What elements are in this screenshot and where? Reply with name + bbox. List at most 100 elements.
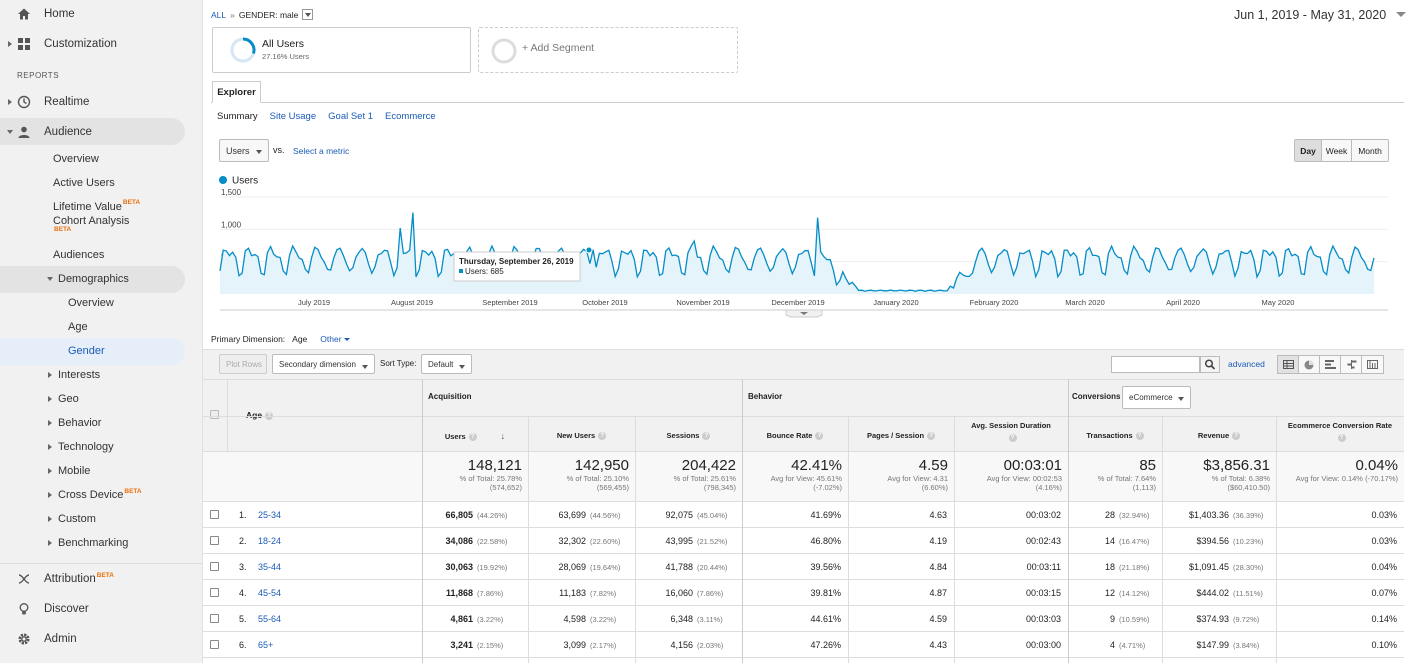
pages-per-session-cell: 4.84: [848, 562, 947, 572]
row-divider: [203, 657, 1404, 658]
add-segment-button[interactable]: + Add Segment: [478, 27, 738, 73]
row-checkbox[interactable]: [210, 588, 219, 597]
row-age-link[interactable]: 55-64: [258, 614, 282, 624]
nav-mobile[interactable]: Mobile: [0, 459, 200, 483]
help-icon[interactable]: ?: [1337, 434, 1346, 442]
dimension-age[interactable]: Age: [292, 334, 308, 344]
cross-device-text: Cross Device: [58, 489, 124, 501]
subtab-site-usage[interactable]: Site Usage: [269, 111, 317, 122]
nav-demographics-overview[interactable]: Overview: [68, 291, 114, 315]
select-metric-link[interactable]: Select a metric: [293, 146, 350, 156]
revenue-column-header[interactable]: Revenue?: [1162, 430, 1276, 442]
advanced-filter-link[interactable]: advanced: [1228, 359, 1265, 369]
sort-type-select[interactable]: Default: [421, 354, 472, 374]
pivot-view-button[interactable]: [1362, 356, 1383, 373]
nav-home[interactable]: Home: [0, 2, 200, 26]
month-button[interactable]: Month: [1352, 140, 1388, 161]
row-age-link[interactable]: 25-34: [258, 510, 282, 520]
pie-view-button[interactable]: [1299, 356, 1320, 373]
total-comparison: % of Total: 25.61%: [673, 474, 736, 483]
ecommerce-conversion-rate-column-header[interactable]: Ecommerce Conversion Rate?: [1276, 420, 1404, 444]
select-all-checkbox[interactable]: [210, 410, 219, 419]
row-checkbox[interactable]: [210, 510, 219, 519]
nav-demographics[interactable]: Demographics: [0, 267, 200, 291]
row-age-link[interactable]: 65+: [258, 640, 274, 650]
table-view-button[interactable]: [1278, 356, 1299, 373]
row-checkbox[interactable]: [210, 640, 219, 649]
users-column-header[interactable]: Users? ↓: [422, 430, 528, 443]
cell-percentage: (10.23%): [1233, 537, 1264, 546]
nav-lifetime-value[interactable]: Lifetime Value BETA: [53, 195, 140, 219]
help-icon[interactable]: ?: [468, 433, 477, 441]
breadcrumb-dropdown[interactable]: [302, 9, 314, 20]
transactions-cell: 14 (16.47%): [1068, 536, 1155, 546]
dimension-other[interactable]: Other: [320, 334, 350, 344]
week-button[interactable]: Week: [1322, 140, 1352, 161]
transactions-column-header[interactable]: Transactions?: [1068, 430, 1162, 442]
help-icon[interactable]: ?: [1135, 432, 1144, 440]
new-users-column-header[interactable]: New Users?: [528, 430, 635, 442]
comparison-view-button[interactable]: [1341, 356, 1362, 373]
row-checkbox[interactable]: [210, 614, 219, 623]
nav-age[interactable]: Age: [68, 315, 88, 339]
nav-admin[interactable]: Admin: [0, 627, 200, 651]
performance-view-button[interactable]: [1320, 356, 1341, 373]
row-divider: [203, 379, 1404, 380]
nav-attribution[interactable]: AttributionBETA: [0, 567, 200, 591]
row-checkbox[interactable]: [210, 536, 219, 545]
tab-explorer[interactable]: Explorer: [212, 81, 261, 103]
bounce-rate-column-header[interactable]: Bounce Rate?: [742, 430, 848, 442]
metric-select[interactable]: Users: [219, 139, 269, 162]
sort-arrow-icon[interactable]: ↓: [500, 431, 506, 441]
x-tick-label: December 2019: [771, 298, 824, 307]
nav-behavior[interactable]: Behavior: [0, 411, 200, 435]
row-age-link[interactable]: 45-54: [258, 588, 282, 598]
nav-interests[interactable]: Interests: [0, 363, 200, 387]
nav-overview[interactable]: Overview: [53, 147, 99, 171]
help-icon[interactable]: ?: [702, 432, 711, 440]
nav-geo[interactable]: Geo: [0, 387, 200, 411]
column-divider: [848, 416, 849, 663]
date-range-picker[interactable]: Jun 1, 2019 - May 31, 2020: [1234, 8, 1406, 22]
plot-rows-button[interactable]: Plot Rows: [219, 354, 267, 374]
subtab-goal-set[interactable]: Goal Set 1: [328, 111, 374, 122]
table-search-input[interactable]: [1111, 356, 1200, 373]
nav-cross-device[interactable]: Cross DeviceBETA: [0, 483, 200, 507]
nav-customization[interactable]: Customization: [0, 32, 200, 56]
nav-realtime[interactable]: Realtime: [0, 90, 200, 114]
row-checkbox[interactable]: [210, 562, 219, 571]
nav-technology[interactable]: Technology: [0, 435, 200, 459]
age-column-header[interactable]: Age?: [246, 410, 274, 420]
help-icon[interactable]: ?: [598, 432, 607, 440]
table-search-button[interactable]: [1200, 356, 1220, 373]
total-comparison: Avg for View: 00:02:53: [986, 474, 1062, 483]
segment-all-users[interactable]: All Users 27.16% Users: [212, 27, 471, 73]
subtab-summary[interactable]: Summary: [217, 111, 258, 122]
help-icon[interactable]: ?: [927, 432, 936, 440]
avg-session-duration-column-header[interactable]: Avg. Session Duration?: [954, 420, 1068, 444]
nav-benchmarking[interactable]: Benchmarking: [0, 531, 200, 555]
cell-percentage: (22.60%): [590, 537, 621, 546]
breadcrumb-all[interactable]: ALL: [211, 9, 227, 20]
nav-gender[interactable]: Gender: [68, 339, 105, 363]
pages-per-session-column-header[interactable]: Pages / Session?: [848, 430, 954, 442]
x-axis: July 2019 August 2019 September 2019 Octobe…: [298, 298, 1295, 307]
nav-discover[interactable]: Discover: [0, 597, 200, 621]
nav-audiences[interactable]: Audiences: [53, 243, 104, 267]
help-icon[interactable]: ?: [1008, 434, 1017, 442]
conversions-select[interactable]: eCommerce: [1122, 386, 1191, 409]
sessions-column-header[interactable]: Sessions?: [635, 430, 742, 442]
help-icon[interactable]: ?: [1232, 432, 1241, 440]
help-icon[interactable]: ?: [815, 432, 824, 440]
nav-audience[interactable]: Audience: [0, 120, 200, 144]
nav-active-users[interactable]: Active Users: [53, 171, 115, 195]
subtab-ecommerce[interactable]: Ecommerce: [385, 111, 436, 122]
row-age-link[interactable]: 35-44: [258, 562, 282, 572]
granularity-toggle: Day Week Month: [1294, 139, 1389, 162]
day-button[interactable]: Day: [1295, 140, 1322, 161]
nav-cohort-analysis[interactable]: Cohort Analysis BETA: [53, 214, 129, 238]
beta-badge: BETA: [122, 198, 141, 206]
nav-custom[interactable]: Custom: [0, 507, 200, 531]
row-age-link[interactable]: 18-24: [258, 536, 282, 546]
secondary-dimension-select[interactable]: Secondary dimension: [272, 354, 375, 374]
